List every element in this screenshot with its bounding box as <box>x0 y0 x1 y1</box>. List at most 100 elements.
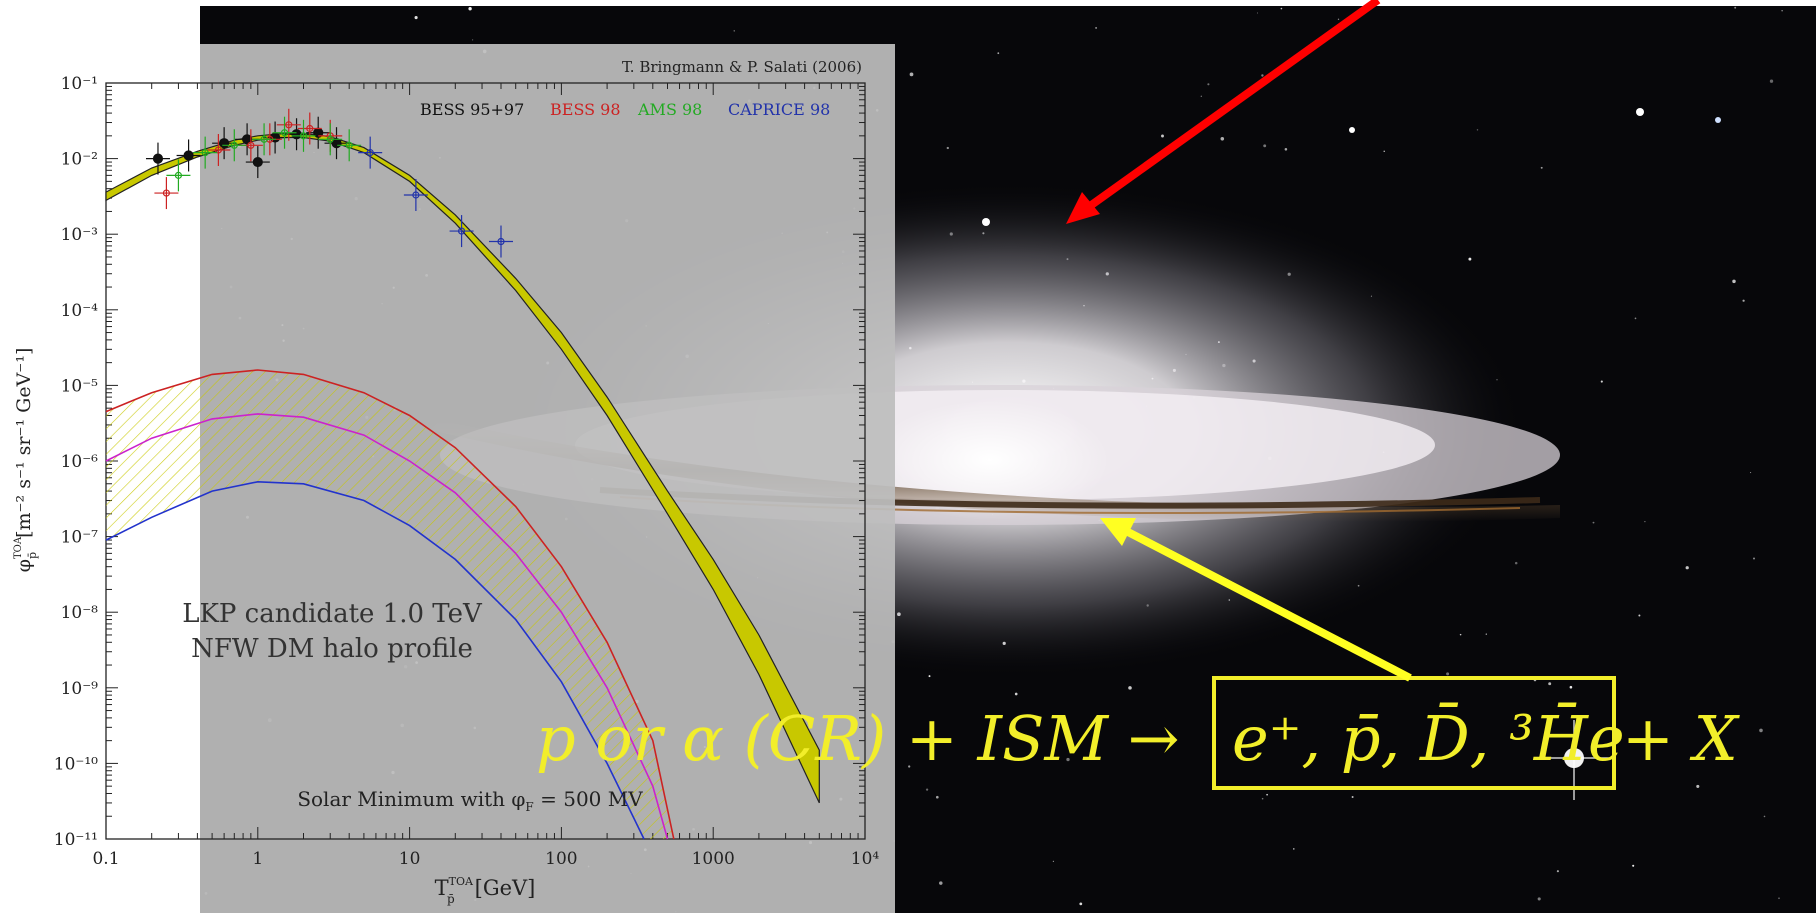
star <box>1014 692 1018 696</box>
star <box>1476 129 1479 131</box>
star <box>1485 633 1487 635</box>
y-tick-label: 10⁻¹¹ <box>54 830 98 850</box>
star <box>1079 902 1083 906</box>
data-series <box>145 108 513 258</box>
signal-curves <box>105 369 675 840</box>
star <box>733 30 735 32</box>
y-tick-label: 10⁻³ <box>61 225 98 245</box>
data-point <box>252 156 263 168</box>
signal-curve <box>105 480 645 840</box>
x-tick-label: 1 <box>252 849 263 869</box>
star <box>1556 870 1559 873</box>
reaction-boxed: e⁺, p̄, D̄, ³H̄e <box>1232 702 1625 775</box>
star <box>1742 299 1745 302</box>
star <box>1052 860 1055 863</box>
star <box>1261 797 1264 800</box>
star <box>1769 79 1774 83</box>
annotation-lkp-line1: LKP candidate 1.0 TeV <box>182 599 483 629</box>
y-tick-label: 10⁻⁸ <box>61 603 99 623</box>
data-point <box>280 129 289 137</box>
star <box>1459 633 1462 636</box>
data-point <box>214 146 222 154</box>
y-tick-label: 10⁻⁴ <box>61 301 99 321</box>
y-tick-label: 10⁻² <box>61 150 98 170</box>
y-tick-label: 10⁻¹⁰ <box>54 754 98 774</box>
reaction-equation: p or α (CR) + ISM → e⁺, p̄, D̄, ³H̄e + X <box>536 676 1741 790</box>
yellow-arrow <box>1100 518 1412 682</box>
star <box>1696 784 1700 788</box>
data-point <box>219 138 230 149</box>
data-point <box>247 141 255 149</box>
reaction-box <box>1212 676 1616 790</box>
signal-curve <box>105 369 675 840</box>
star <box>1383 150 1385 152</box>
star <box>1293 848 1295 850</box>
signal-hatched-region <box>106 370 674 839</box>
y-tick-label: 10⁻¹ <box>61 74 98 94</box>
star <box>1514 561 1518 565</box>
x-axis-label: TTOA p̄ [GeV] <box>435 875 536 906</box>
star <box>946 146 949 150</box>
star <box>997 52 1000 55</box>
star <box>1632 864 1635 867</box>
star <box>1095 26 1098 29</box>
star <box>1337 18 1340 20</box>
star <box>1066 757 1070 762</box>
star <box>935 795 939 799</box>
star <box>1778 897 1780 900</box>
star <box>1644 520 1646 523</box>
data-point <box>497 237 505 246</box>
data-point <box>366 149 374 157</box>
star <box>1763 815 1766 818</box>
star <box>1734 6 1737 9</box>
legend-entry: AMS 98 <box>637 100 702 119</box>
star <box>1540 166 1543 169</box>
data-point <box>152 153 164 164</box>
star <box>468 7 472 11</box>
series-caprice-98 <box>358 136 513 258</box>
y-tick-label: 10⁻⁷ <box>61 528 99 548</box>
star <box>909 72 914 77</box>
y-tick-label: 10⁻⁶ <box>61 452 99 472</box>
data-point <box>230 141 238 149</box>
star <box>1548 682 1552 686</box>
data-point <box>201 149 209 157</box>
legend-entry: CAPRICE 98 <box>728 100 830 119</box>
reaction-right: + X <box>1622 702 1741 775</box>
star <box>1592 521 1595 524</box>
star <box>1759 728 1763 733</box>
star <box>471 39 474 41</box>
credit-text: T. Bringmann & P. Salati (2006) <box>622 58 862 76</box>
data-point <box>412 191 420 199</box>
star <box>1446 672 1450 676</box>
x-tick-label: 0.1 <box>92 849 119 869</box>
legend-entry: BESS 98 <box>550 100 621 119</box>
data-point <box>345 141 353 149</box>
data-point <box>174 171 183 179</box>
y-axis: 10⁻¹ 10⁻² 10⁻³ 10⁻⁴ 10⁻⁵ 10⁻⁶ 10⁻⁷ 10⁻⁸ 10⁻⁹ 10⁻¹… <box>54 74 865 850</box>
plot-area: 0.1 1 10 100 1000 10⁴ 10⁻¹10⁻²10⁻³10⁻⁴10⁻⁵10⁻… <box>13 58 879 906</box>
star <box>1468 257 1472 261</box>
star <box>1263 144 1267 148</box>
star <box>1537 897 1541 901</box>
data-point <box>183 150 194 161</box>
data-point <box>241 134 253 145</box>
data-point <box>306 124 314 133</box>
star <box>1634 317 1637 320</box>
star <box>1280 7 1283 10</box>
star <box>1351 796 1354 798</box>
star <box>1207 83 1210 86</box>
annotation-solar: Solar Minimum with φF = 500 MV <box>297 787 643 814</box>
y-tick-label: 10⁻⁵ <box>61 376 99 396</box>
data-point <box>299 132 308 140</box>
series-ams-98 <box>166 116 362 192</box>
star <box>1638 614 1641 617</box>
star <box>939 881 943 885</box>
y-axis-label: φTOA p̄[m⁻² s⁻¹ sr⁻¹ GeV⁻¹] <box>13 348 39 573</box>
star <box>1732 279 1736 284</box>
star <box>1753 557 1755 560</box>
red-arrow <box>1066 0 1381 224</box>
data-point <box>457 227 466 235</box>
star <box>1261 74 1264 77</box>
star <box>1220 137 1225 141</box>
